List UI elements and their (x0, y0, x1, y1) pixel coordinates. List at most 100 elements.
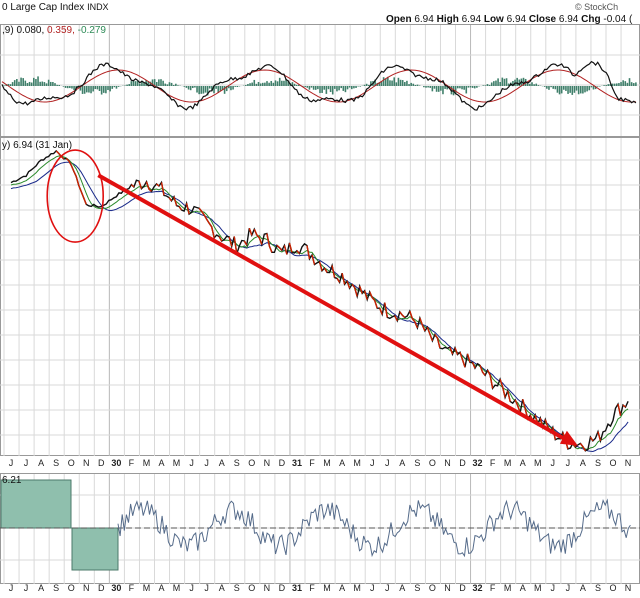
axis-tick-label: F (129, 458, 135, 468)
macd-signal-line (1, 69, 636, 103)
axis-tick-label: S (595, 583, 601, 593)
price-down-tick (70, 164, 75, 172)
price-down-tick (379, 307, 383, 315)
price-down-tick (83, 197, 87, 205)
price-down-tick (268, 245, 273, 253)
axis-tick-label: D (459, 458, 466, 468)
copyright-label: © StockCh (575, 2, 619, 12)
price-down-tick (203, 214, 208, 220)
price-down-tick (80, 191, 85, 199)
price-down-tick (482, 371, 486, 376)
price-down-tick (486, 369, 491, 376)
price-down-tick (501, 386, 506, 398)
axis-tick-label: M (173, 458, 181, 468)
axis-tick-label: S (414, 583, 420, 593)
price-down-tick (597, 431, 602, 442)
price-down-tick (459, 352, 464, 360)
axis-tick-label: D (279, 458, 286, 468)
axis-tick-label: A (520, 583, 526, 593)
price-down-tick (156, 183, 160, 187)
price-down-tick (514, 399, 519, 406)
axis-tick-label: O (609, 583, 616, 593)
axis-tick-label: M (353, 583, 361, 593)
axis-tick-label: S (414, 458, 420, 468)
price-down-tick (589, 436, 594, 442)
axis-tick-label: J (551, 458, 556, 468)
axis-tick-label: M (353, 458, 361, 468)
price-down-tick (278, 247, 283, 251)
price-down-tick (206, 218, 210, 224)
price-down-tick (506, 390, 511, 402)
axis-tick-label: S (234, 583, 240, 593)
price-down-tick (248, 227, 253, 236)
price-down-tick (296, 250, 300, 255)
price-down-tick (331, 265, 336, 278)
axis-tick-label: D (98, 458, 105, 468)
axis-tick-label: A (520, 458, 526, 468)
axis-tick-label: S (53, 458, 59, 468)
price-down-tick (544, 419, 549, 428)
price-down-tick (371, 297, 376, 301)
macd-line (1, 60, 637, 111)
price-down-tick (461, 359, 466, 368)
axis-tick-label: F (309, 583, 315, 593)
axis-tick-label: N (444, 458, 451, 468)
price-down-tick (419, 317, 424, 326)
axis-tick-label: M (323, 583, 331, 593)
lower-indicator-area-low (71, 527, 119, 571)
price-down-tick (353, 287, 358, 297)
axis-tick-label: N (625, 583, 632, 593)
macd-hist-value: -0.279 (77, 25, 106, 36)
axis-tick-label: F (129, 583, 135, 593)
axis-tick-label: O (429, 583, 436, 593)
low-value: 6.94 (506, 14, 527, 25)
macd-label: ,9) 0.080, 0.359, -0.279 (2, 25, 106, 36)
axis-tick-label: 32 (473, 458, 483, 468)
axis-tick-label: J (9, 458, 14, 468)
price-down-tick (130, 184, 135, 188)
price-down-tick (449, 346, 454, 355)
price-down-tick (434, 334, 438, 339)
exchange-label: INDX (87, 2, 109, 12)
price-down-tick (283, 245, 288, 255)
axis-tick-label: 30 (111, 458, 121, 468)
axis-tick-label: M (173, 583, 181, 593)
axis-tick-label: S (234, 458, 240, 468)
price-down-tick (351, 283, 356, 288)
axis-tick-label: N (83, 583, 90, 593)
axis-tick-label: A (580, 583, 586, 593)
price-down-tick (243, 240, 248, 246)
axis-tick-label: A (219, 583, 225, 593)
price-down-tick (479, 365, 484, 373)
axis-tick-label: A (158, 458, 164, 468)
macd-value: 0.080, (16, 25, 45, 36)
high-value: 6.94 (461, 14, 482, 25)
lower-indicator-label: 6.21 (2, 475, 22, 486)
close-label: Close (528, 14, 557, 25)
price-down-tick (168, 197, 173, 202)
price-down-tick (471, 362, 476, 369)
index-name: 0 Large Cap Index (2, 2, 85, 13)
price-down-tick (276, 244, 280, 249)
price-down-tick (173, 196, 178, 206)
axis-tick-label: F (490, 583, 496, 593)
price-down-tick (499, 378, 504, 388)
low-label: Low (483, 14, 504, 25)
axis-tick-label: J (566, 458, 571, 468)
axis-tick-label: 30 (111, 583, 121, 593)
axis-tick-label: O (248, 583, 255, 593)
axis-tick-label: D (98, 583, 105, 593)
open-label: Open (386, 14, 412, 25)
price-down-tick (178, 206, 183, 211)
price-down-tick (466, 353, 471, 363)
axis-tick-label: J (370, 458, 375, 468)
price-down-tick (579, 442, 584, 448)
trend-arrow-head (559, 430, 578, 446)
axis-tick-label: O (248, 458, 255, 468)
axis-tick-label: A (399, 458, 405, 468)
axis-tick-label: M (534, 583, 542, 593)
price-down-tick (429, 333, 434, 342)
price-down-tick (78, 185, 82, 192)
price-label: y) 6.94 (31 Jan) (2, 140, 73, 151)
peak-annotation-circle (46, 149, 104, 243)
